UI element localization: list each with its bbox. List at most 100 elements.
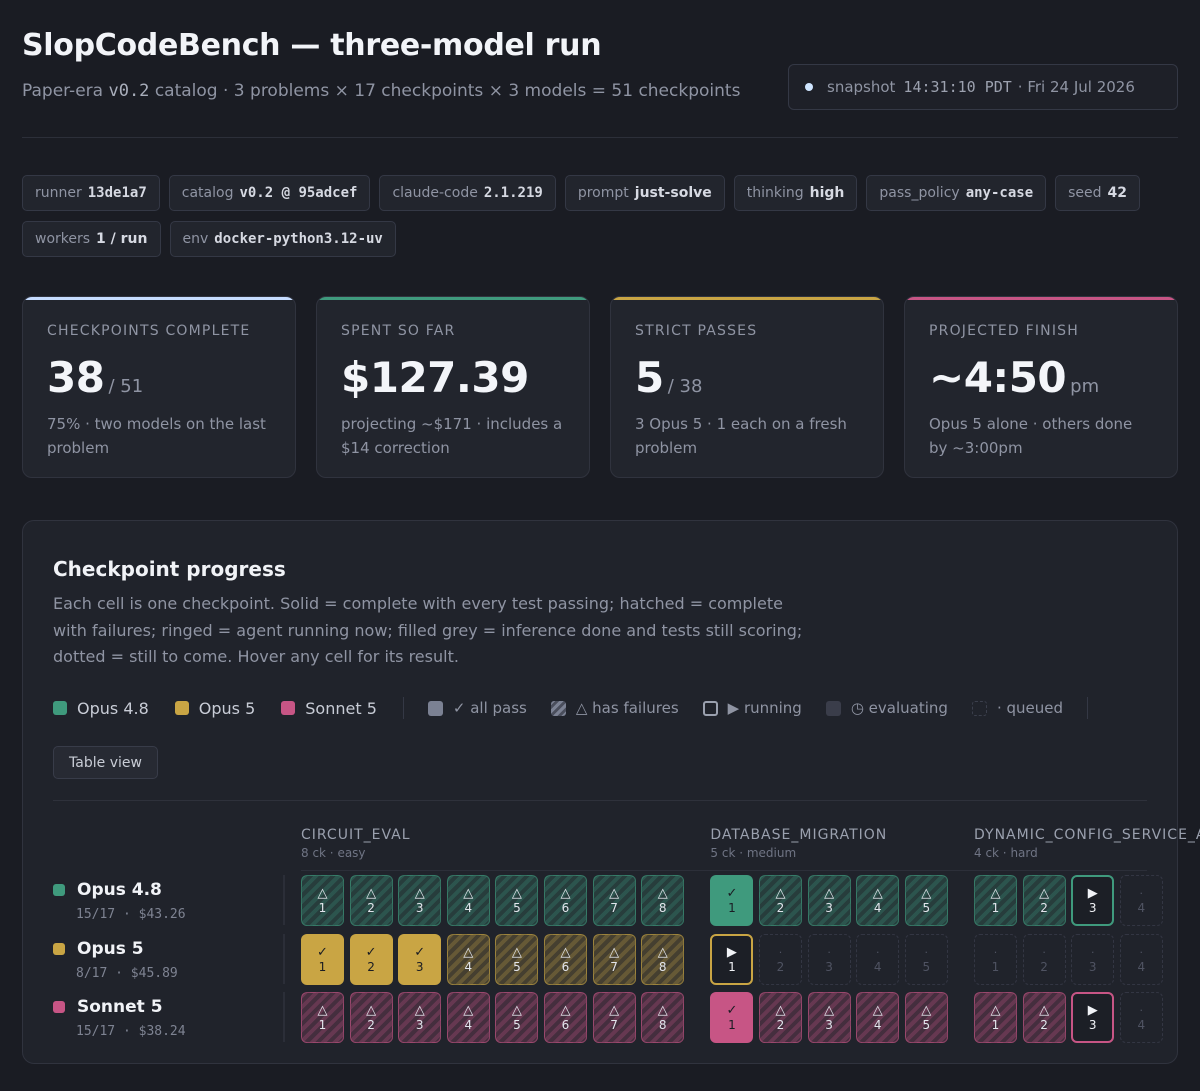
checkpoint-cell[interactable]: △ 4 <box>856 875 900 926</box>
stat-value-row: 38/ 51 <box>47 353 271 402</box>
warning-triangle-icon: △ <box>560 885 571 901</box>
queued-dot-icon: · <box>1042 945 1046 959</box>
checkpoint-cell[interactable]: · 4 <box>1119 875 1163 926</box>
checkpoint-cell[interactable]: △ 3 <box>807 992 851 1043</box>
legend-state-queued: · queued <box>971 699 1063 717</box>
checkpoint-cell[interactable]: · 2 <box>1022 934 1066 985</box>
checkpoint-cell[interactable]: △ 7 <box>592 875 636 926</box>
checkpoint-cell[interactable]: △ 4 <box>856 992 900 1043</box>
checkpoint-cell[interactable]: · 4 <box>856 934 900 985</box>
warning-triangle-icon: △ <box>990 885 1001 901</box>
checkpoint-cell[interactable]: △ 4 <box>446 875 490 926</box>
checkpoint-cell[interactable]: △ 5 <box>495 934 539 985</box>
warning-triangle-icon: △ <box>511 1002 522 1018</box>
checkpoint-number: 1 <box>318 900 327 915</box>
legend-state-swatch <box>702 700 718 716</box>
checkpoint-cell[interactable]: · 4 <box>1119 934 1163 985</box>
checkpoint-cell[interactable]: ✓ 1 <box>710 875 754 926</box>
checkpoint-cell[interactable]: · 5 <box>904 934 948 985</box>
config-chip-thinking: thinking high <box>733 175 858 211</box>
checkpoint-cell[interactable]: △ 5 <box>904 992 948 1043</box>
checkpoint-cell[interactable]: △ 7 <box>592 992 636 1043</box>
checkpoint-number: 7 <box>610 959 618 974</box>
checkpoint-cell[interactable]: ▶ 3 <box>1071 992 1115 1043</box>
checkpoint-cell[interactable]: △ 6 <box>544 934 587 985</box>
warning-triangle-icon: △ <box>990 1002 1001 1018</box>
legend-state-label: ◷ evaluating <box>850 699 948 717</box>
checkpoint-cell[interactable]: △ 5 <box>904 875 948 926</box>
checkpoint-cell[interactable]: ▶ 1 <box>710 934 754 985</box>
checkpoint-cell[interactable]: ✓ 3 <box>398 934 442 985</box>
play-icon: ▶ <box>1087 1002 1098 1018</box>
checkpoint-number: 7 <box>610 1017 618 1032</box>
checkpoint-number: 4 <box>873 900 882 915</box>
checkpoint-cell[interactable]: △ 6 <box>544 875 587 926</box>
checkpoint-cell[interactable]: △ 5 <box>495 875 539 926</box>
legend-swatch <box>174 701 189 715</box>
table-view-button[interactable]: Table view <box>53 746 158 779</box>
checkpoint-number: 3 <box>415 959 424 974</box>
checkpoint-cell[interactable]: · 4 <box>1119 992 1163 1043</box>
warning-triangle-icon: △ <box>657 1002 668 1018</box>
chip-value: 1 / run <box>96 231 148 247</box>
config-chip-pass-policy: pass_policy any-case <box>866 175 1047 211</box>
legend-state-label: ✓ all pass <box>452 699 527 717</box>
checkpoint-cell[interactable]: ✓ 2 <box>349 934 393 985</box>
chip-value: 42 <box>1107 185 1128 201</box>
checkpoint-cell[interactable]: △ 2 <box>349 875 393 926</box>
warning-triangle-icon: △ <box>921 885 932 901</box>
checkpoint-cell[interactable]: △ 5 <box>495 992 539 1043</box>
checkpoint-cell[interactable]: △ 1 <box>974 875 1017 926</box>
checkpoint-cell[interactable]: · 3 <box>1071 934 1115 985</box>
checkpoint-number: 5 <box>922 900 931 915</box>
checkpoint-number: 5 <box>922 959 931 974</box>
check-icon: ✓ <box>317 944 328 960</box>
checkpoint-cell[interactable]: △ 8 <box>641 875 685 926</box>
legend-swatch <box>281 701 296 715</box>
checkpoint-cell[interactable]: △ 8 <box>641 992 685 1043</box>
checkpoint-cell[interactable]: ✓ 1 <box>301 934 344 985</box>
warning-triangle-icon: △ <box>463 1002 474 1018</box>
checkpoint-cell[interactable]: ▶ 3 <box>1071 875 1115 926</box>
checkpoint-cell[interactable]: △ 4 <box>446 934 490 985</box>
chip-key: seed <box>1068 185 1102 201</box>
checkpoint-number: 6 <box>561 959 570 974</box>
model-name: Sonnet 5 <box>77 997 163 1017</box>
checkpoint-cell[interactable]: △ 2 <box>1022 992 1066 1043</box>
checkpoint-cell[interactable]: △ 8 <box>641 934 685 985</box>
config-chip-seed: seed 42 <box>1055 175 1141 211</box>
page-subtitle: Paper-era v0.2 catalog · 3 problems × 17… <box>22 81 1178 101</box>
checkpoint-cell[interactable]: △ 1 <box>974 992 1017 1043</box>
checkpoint-cell[interactable]: △ 2 <box>349 992 393 1043</box>
checkpoint-number: 8 <box>658 1017 667 1032</box>
checkpoint-number: 4 <box>873 959 882 974</box>
checkpoint-cell[interactable]: △ 3 <box>398 875 442 926</box>
checkpoint-cell[interactable]: △ 3 <box>807 875 851 926</box>
checkpoint-cell[interactable]: △ 3 <box>398 992 442 1043</box>
checkpoint-cell[interactable]: △ 2 <box>759 875 802 926</box>
model-summary: 15/17 · $38.24 <box>76 1024 186 1039</box>
check-icon: ✓ <box>414 944 426 960</box>
warning-triangle-icon: △ <box>775 885 786 901</box>
checkpoint-cell[interactable]: △ 1 <box>301 992 344 1043</box>
checkpoint-cell[interactable]: · 3 <box>807 934 851 985</box>
checkpoint-number: 4 <box>464 900 473 915</box>
checkpoint-cell[interactable]: △ 2 <box>759 992 802 1043</box>
stat-card-strict-passes: STRICT PASSES 5/ 38 3 Opus 5 · 1 each on a… <box>610 296 884 478</box>
checkpoint-cell[interactable]: · 2 <box>759 934 802 985</box>
checkpoint-cell[interactable]: △ 2 <box>1022 875 1066 926</box>
checkpoint-cell[interactable]: · 1 <box>974 934 1017 985</box>
warning-triangle-icon: △ <box>824 1002 835 1018</box>
checkpoint-number: 6 <box>561 1017 570 1032</box>
checkpoint-number: 4 <box>1137 1017 1146 1032</box>
checkpoint-cell[interactable]: △ 4 <box>446 992 490 1043</box>
checkpoint-number: 3 <box>825 900 833 915</box>
checkpoint-cell[interactable]: △ 1 <box>301 875 344 926</box>
live-dot-icon <box>805 83 813 91</box>
checkpoint-cell[interactable]: △ 7 <box>592 934 636 985</box>
warning-triangle-icon: △ <box>317 885 328 901</box>
checkpoint-cell[interactable]: ✓ 1 <box>710 992 754 1043</box>
warning-triangle-icon: △ <box>657 885 668 901</box>
warning-triangle-icon: △ <box>921 1002 932 1018</box>
checkpoint-cell[interactable]: △ 6 <box>544 992 587 1043</box>
